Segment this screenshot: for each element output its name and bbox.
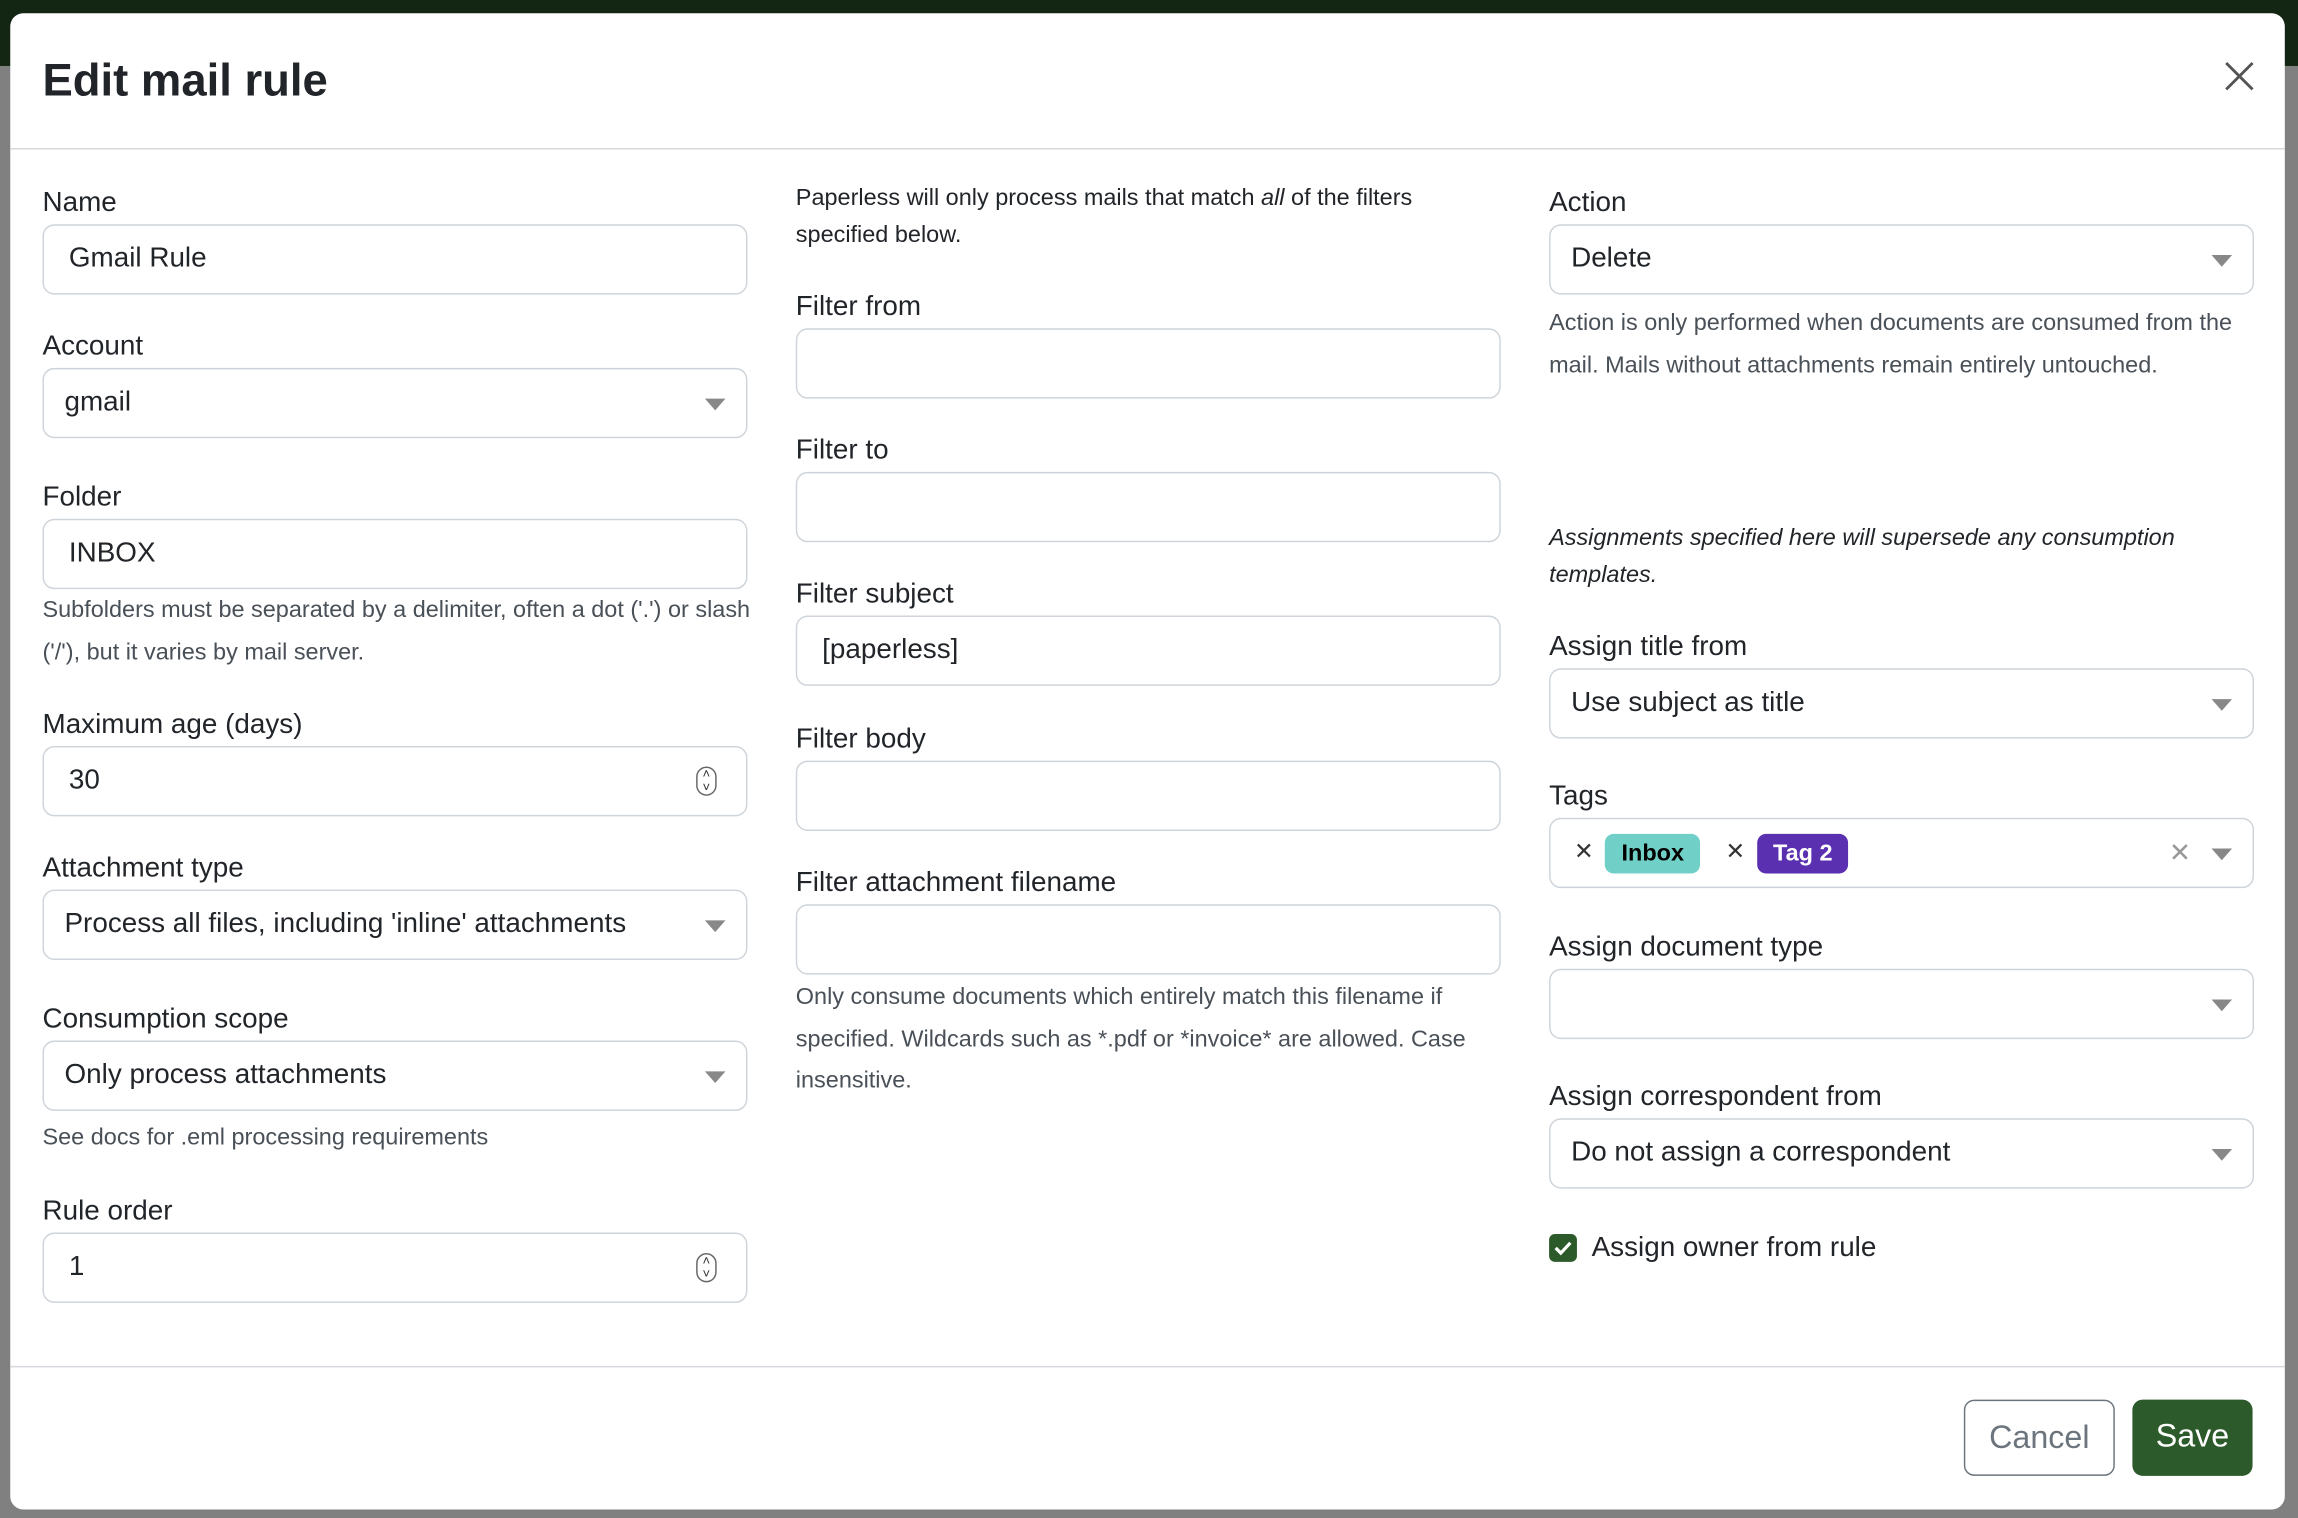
tags-label: Tags: [1549, 781, 1608, 812]
rule-order-value: 1: [68, 1251, 85, 1283]
folder-help: Subfolders must be separated by a delimi…: [42, 597, 751, 665]
filter-attachment-help: Only consume documents which entirely ma…: [795, 984, 1466, 1094]
max-age-label: Maximum age (days): [42, 709, 303, 741]
filter-from-label: Filter from: [795, 291, 922, 323]
attachment-type-value: Process all files, including 'inline' at…: [64, 908, 627, 940]
action-value: Delete: [1571, 243, 1652, 275]
filter-attachment-input[interactable]: [795, 904, 1501, 975]
correspondent-value: Do not assign a correspondent: [1571, 1137, 1951, 1169]
intro-text-end: of the filters specified below.: [795, 186, 1413, 247]
correspondent-select[interactable]: Do not assign a correspondent: [1549, 1118, 2255, 1189]
action-label: Action: [1549, 187, 1627, 219]
chevron-down-icon: [2211, 999, 2233, 1012]
consumption-scope-help: See docs for .eml processing requirement…: [42, 1125, 489, 1151]
number-stepper-icon[interactable]: ˄ ˅: [696, 1253, 717, 1283]
owner-checkbox[interactable]: [1549, 1234, 1577, 1262]
tags-select[interactable]: ✕ Inbox ✕ Tag 2 ✕: [1549, 817, 2255, 889]
filter-subject-input[interactable]: [paperless]: [795, 615, 1501, 686]
consumption-scope-label: Consumption scope: [42, 1003, 289, 1035]
consumption-scope-value: Only process attachments: [64, 1059, 387, 1091]
header-divider: [10, 148, 2285, 150]
intro-text: Paperless will only process mails that m…: [795, 186, 1262, 212]
save-button[interactable]: Save: [2132, 1399, 2253, 1476]
assignments-note: Assignments specified here will supersed…: [1549, 526, 2175, 587]
assign-title-select[interactable]: Use subject as title: [1549, 668, 2255, 739]
number-stepper-icon[interactable]: ˄ ˅: [696, 766, 717, 796]
cancel-button[interactable]: Cancel: [1963, 1399, 2115, 1476]
filters-intro: Paperless will only process mails that m…: [796, 182, 1507, 254]
filter-body-label: Filter body: [795, 723, 926, 755]
filter-attachment-label: Filter attachment filename: [795, 867, 1117, 899]
max-age-input[interactable]: 30 ˄ ˅: [42, 745, 748, 817]
chevron-down-icon: [2211, 848, 2233, 861]
tag-chip-tag2: Tag 2: [1756, 833, 1849, 873]
attachment-type-select[interactable]: Process all files, including 'inline' at…: [42, 889, 748, 960]
chevron-down-icon: [2211, 699, 2233, 711]
remove-tag-icon[interactable]: ✕: [1725, 839, 1746, 865]
dialog-title: Edit mail rule: [42, 54, 328, 106]
close-icon[interactable]: [2220, 57, 2258, 95]
chevron-down-icon: [704, 1071, 726, 1084]
folder-label: Folder: [42, 482, 122, 513]
footer-divider: [10, 1365, 2285, 1368]
chevron-down-icon: [2211, 255, 2233, 267]
assign-title-label: Assign title from: [1549, 631, 1748, 663]
filter-body-input[interactable]: [795, 760, 1501, 831]
attachment-type-label: Attachment type: [42, 852, 244, 884]
folder-input[interactable]: INBOX: [42, 518, 748, 590]
check-icon: [1554, 1241, 1572, 1256]
correspondent-label: Assign correspondent from: [1549, 1081, 1882, 1113]
filter-from-input[interactable]: [795, 328, 1501, 399]
chevron-down-icon: [704, 398, 726, 411]
filter-subject-label: Filter subject: [795, 578, 954, 610]
tag-chip-inbox: Inbox: [1605, 833, 1701, 873]
assign-title-value: Use subject as title: [1571, 687, 1805, 719]
chevron-down-icon: [704, 920, 726, 933]
name-input[interactable]: Gmail Rule: [42, 224, 748, 295]
remove-tag-icon[interactable]: ✕: [1574, 839, 1594, 865]
name-label: Name: [42, 187, 117, 219]
max-age-value: 30: [68, 765, 100, 796]
doc-type-select[interactable]: [1549, 968, 2255, 1040]
doc-type-label: Assign document type: [1549, 932, 1824, 963]
account-label: Account: [42, 331, 144, 362]
intro-emphasis: all: [1261, 186, 1285, 212]
filter-to-label: Filter to: [795, 435, 889, 467]
clear-all-icon[interactable]: ✕: [2168, 838, 2192, 868]
account-value: gmail: [64, 386, 132, 418]
filter-to-input[interactable]: [795, 471, 1501, 543]
rule-order-input[interactable]: 1 ˄ ˅: [42, 1232, 748, 1303]
owner-checkbox-label[interactable]: Assign owner from rule: [1591, 1232, 1877, 1264]
account-select[interactable]: gmail: [42, 367, 748, 439]
edit-mail-rule-dialog: Edit mail rule Name Gmail Rule Account g…: [10, 13, 2285, 1510]
consumption-scope-select[interactable]: Only process attachments: [42, 1040, 748, 1111]
action-help: Action is only performed when documents …: [1549, 310, 2233, 378]
action-select[interactable]: Delete: [1549, 224, 2255, 295]
chevron-down-icon: [2211, 1148, 2233, 1161]
rule-order-label: Rule order: [42, 1195, 173, 1227]
